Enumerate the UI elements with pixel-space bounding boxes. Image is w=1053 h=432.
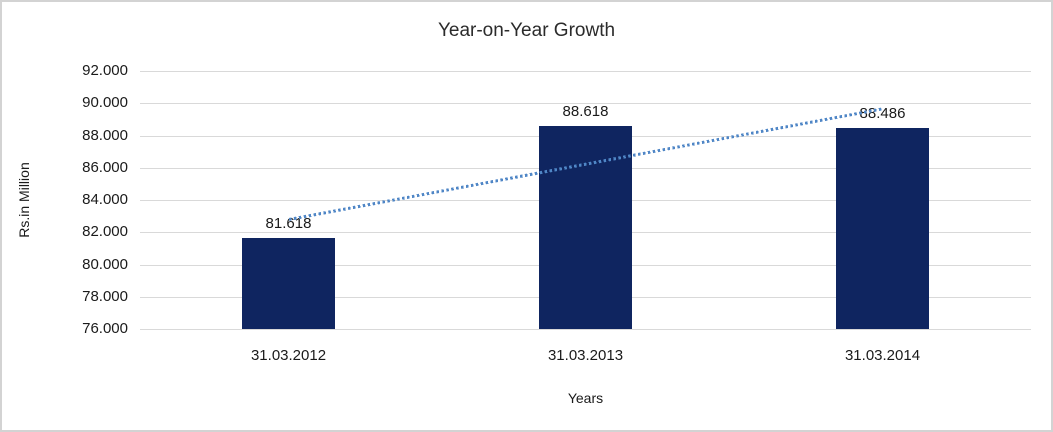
y-tick-label: 84.000 <box>82 191 128 208</box>
x-tick-label: 31.03.2012 <box>250 347 327 364</box>
x-axis-title: Years <box>567 390 604 406</box>
x-tick-label: 31.03.2014 <box>844 347 921 364</box>
x-tick-label: 31.03.2013 <box>547 347 624 364</box>
bar-data-label: 88.618 <box>562 102 609 120</box>
y-tick-label: 86.000 <box>82 158 128 176</box>
y-tick-label: 82.000 <box>82 223 128 241</box>
y-tick-label: 80.000 <box>82 255 128 273</box>
y-tick-label: 90.000 <box>82 94 128 112</box>
gridline <box>140 71 1031 72</box>
gridline <box>140 329 1031 330</box>
y-tick-label: 88.000 <box>82 126 128 144</box>
y-tick-label: 78.000 <box>82 287 128 305</box>
bar-data-label: 81.618 <box>265 215 312 233</box>
bar <box>242 238 335 329</box>
y-tick-label: 92.000 <box>82 62 128 79</box>
gridline <box>140 103 1031 105</box>
bar <box>836 127 929 329</box>
plot-area: 81.618 88.618 88.486 <box>140 71 1031 330</box>
chart-title: Year-on-Year Growth <box>437 20 616 41</box>
y-tick-label: 76.000 <box>82 320 128 337</box>
